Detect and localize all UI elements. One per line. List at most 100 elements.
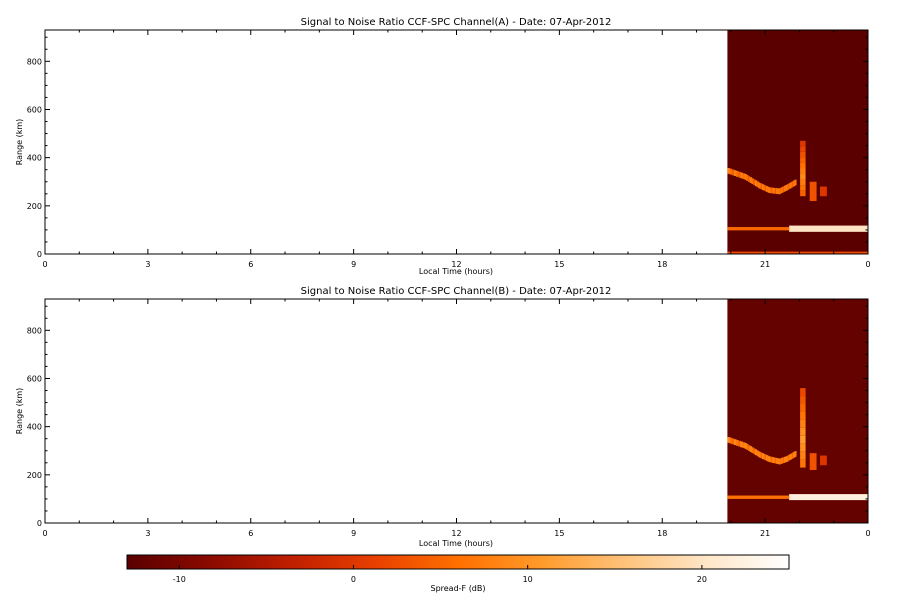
heatmap-cell <box>792 181 795 187</box>
heatmap-cell <box>756 450 759 457</box>
heatmap-cell <box>794 179 797 186</box>
heatmap-cell <box>792 452 795 459</box>
heatmap-cell <box>784 185 787 192</box>
y-tick-label: 800 <box>27 326 42 335</box>
heatmap-cell <box>779 458 782 465</box>
panel-a-x-label: Local Time (hours) <box>419 267 493 276</box>
panel-a: Signal to Noise Ratio CCF-SPC Channel(A)… <box>15 17 871 276</box>
heatmap-background <box>727 299 868 523</box>
heatmap-cell <box>754 449 758 456</box>
heatmap-cell <box>819 186 827 197</box>
heatmap-cell <box>764 185 767 192</box>
y-tick-label: 600 <box>27 105 42 114</box>
heatmap-cell <box>800 151 806 158</box>
heatmap-cell <box>763 453 766 460</box>
panel-a-title: Signal to Noise Ratio CCF-SPC Channel(A)… <box>301 17 612 28</box>
heatmap-cell <box>768 187 771 194</box>
heatmap-band <box>789 225 868 232</box>
heatmap-cell <box>772 187 775 194</box>
heatmap-cell <box>779 188 782 194</box>
x-tick-label: 18 <box>657 529 667 538</box>
heatmap-cell <box>760 452 763 459</box>
heatmap-cell <box>781 187 783 193</box>
panel-a-heatmap <box>727 30 868 254</box>
heatmap-cell <box>777 188 780 195</box>
heatmap-cell <box>780 458 783 464</box>
panel-a-x-axis: 0 3 6 9 12 15 18 21 0 <box>42 30 871 269</box>
heatmap-cell <box>762 184 765 191</box>
x-tick-label: 3 <box>145 529 150 538</box>
heatmap-cell <box>800 157 806 163</box>
heatmap-cell <box>731 169 735 176</box>
x-tick-label: 21 <box>760 529 770 538</box>
heatmap-cell <box>794 451 797 457</box>
heatmap-cell <box>771 187 774 194</box>
y-tick-label: 400 <box>27 423 42 432</box>
heatmap-cell <box>742 173 746 180</box>
heatmap-cell <box>783 185 786 192</box>
heatmap-cell <box>749 177 753 183</box>
y-tick-label: 200 <box>27 471 42 480</box>
heatmap-cell <box>800 451 806 460</box>
x-tick-label: 0 <box>865 529 870 538</box>
colorbar-ticks: -10 0 10 20 <box>173 565 707 584</box>
heatmap-cell <box>744 174 747 180</box>
heatmap-cell <box>785 184 788 191</box>
heatmap-band <box>789 494 868 501</box>
y-tick-label: 800 <box>27 57 42 66</box>
heatmap-cell <box>733 439 737 446</box>
heatmap-cell <box>751 447 754 454</box>
heatmap-cell <box>729 437 733 444</box>
x-tick-label: 15 <box>554 529 564 538</box>
heatmap-cell <box>800 443 806 452</box>
heatmap-cell <box>765 455 768 461</box>
heatmap-cell <box>800 190 806 197</box>
heatmap-cell <box>788 454 791 461</box>
panel-b-title: Signal to Noise Ratio CCF-SPC Channel(B)… <box>301 286 612 297</box>
x-tick-label: 12 <box>451 260 461 269</box>
x-tick-label: 9 <box>351 260 356 269</box>
heatmap-background <box>727 30 868 254</box>
x-tick-label: 6 <box>248 260 253 269</box>
heatmap-cell <box>760 183 763 190</box>
heatmap-cell <box>776 458 779 464</box>
heatmap-cell <box>800 162 806 169</box>
heatmap-cell <box>765 186 768 192</box>
heatmap-cell <box>789 182 792 189</box>
heatmap-cell <box>800 396 806 405</box>
heatmap-cell <box>800 388 806 397</box>
heatmap-cell <box>727 437 731 443</box>
y-tick-label: 0 <box>37 250 42 259</box>
heatmap-cell <box>742 442 746 449</box>
heatmap-cell <box>758 451 761 458</box>
panel-b-x-label: Local Time (hours) <box>419 539 493 548</box>
heatmap-band <box>727 251 868 254</box>
heatmap-cell <box>759 452 762 458</box>
x-tick-label: 0 <box>865 260 870 269</box>
heatmap-cell <box>782 186 784 193</box>
colorbar-tick-label: 0 <box>351 575 356 584</box>
heatmap-cell <box>777 458 780 465</box>
heatmap-cell <box>784 456 787 463</box>
heatmap-cell <box>780 187 783 194</box>
heatmap-cell <box>800 174 806 180</box>
heatmap-cell <box>800 411 806 420</box>
heatmap-cell <box>800 427 806 436</box>
heatmap-cell <box>767 186 770 193</box>
heatmap-cell <box>759 183 762 189</box>
heatmap-cell <box>744 443 747 449</box>
heatmap-cell <box>738 171 741 178</box>
heatmap-cell <box>756 181 759 188</box>
heatmap-cell <box>776 188 779 194</box>
panel-b-y-label: Range (km) <box>15 388 24 435</box>
heatmap-cell <box>749 446 753 452</box>
heatmap-cell <box>774 457 777 464</box>
heatmap-cell <box>773 187 776 194</box>
heatmap-cell <box>783 186 785 193</box>
heatmap-cell <box>800 146 806 152</box>
heatmap-cell <box>747 445 751 451</box>
heatmap-cell <box>738 440 741 447</box>
heatmap-cell <box>769 187 772 194</box>
heatmap-cell <box>764 454 767 461</box>
